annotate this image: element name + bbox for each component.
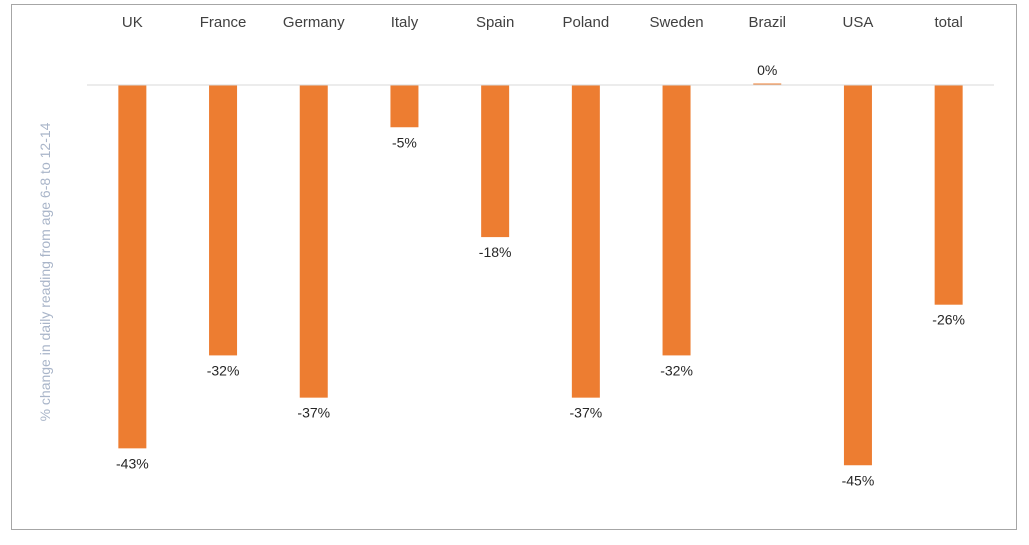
value-label-usa: -45% (842, 472, 875, 488)
value-label-total: -26% (932, 312, 965, 328)
value-labels: -43% -32% -37% -5% -18% -37% -32% 0% -45% -26% (116, 62, 965, 488)
category-label-total: total (934, 14, 962, 31)
value-label-brazil: 0% (757, 62, 777, 78)
category-label-brazil: Brazil (748, 14, 786, 31)
bars-group (118, 83, 963, 466)
value-label-spain: -18% (479, 244, 512, 260)
bar-poland (571, 85, 600, 398)
category-label-italy: Italy (391, 14, 419, 31)
value-label-italy: -5% (392, 134, 417, 150)
value-label-uk: -43% (116, 455, 149, 471)
value-label-poland: -37% (570, 405, 603, 421)
y-axis-title: % change in daily reading from age 6-8 t… (37, 122, 53, 421)
value-label-sweden: -32% (660, 362, 693, 378)
bar-brazil (753, 83, 782, 85)
category-label-spain: Spain (476, 14, 514, 31)
bar-germany (299, 85, 328, 398)
category-label-poland: Poland (562, 14, 609, 31)
category-label-france: France (200, 14, 247, 31)
bar-sweden (662, 85, 691, 356)
category-label-germany: Germany (283, 14, 345, 31)
bar-total (934, 85, 963, 305)
bar-spain (481, 85, 510, 238)
bar-uk (118, 85, 147, 449)
category-label-uk: UK (122, 14, 143, 31)
category-label-sweden: Sweden (649, 14, 703, 31)
category-label-usa: USA (843, 14, 874, 31)
bar-france (209, 85, 238, 356)
bar-italy (390, 85, 419, 128)
value-label-germany: -37% (297, 405, 330, 421)
bar-usa (843, 85, 872, 466)
category-labels: UK France Germany Italy Spain Poland Sweden Bra… (122, 14, 963, 31)
value-label-france: -32% (207, 362, 240, 378)
